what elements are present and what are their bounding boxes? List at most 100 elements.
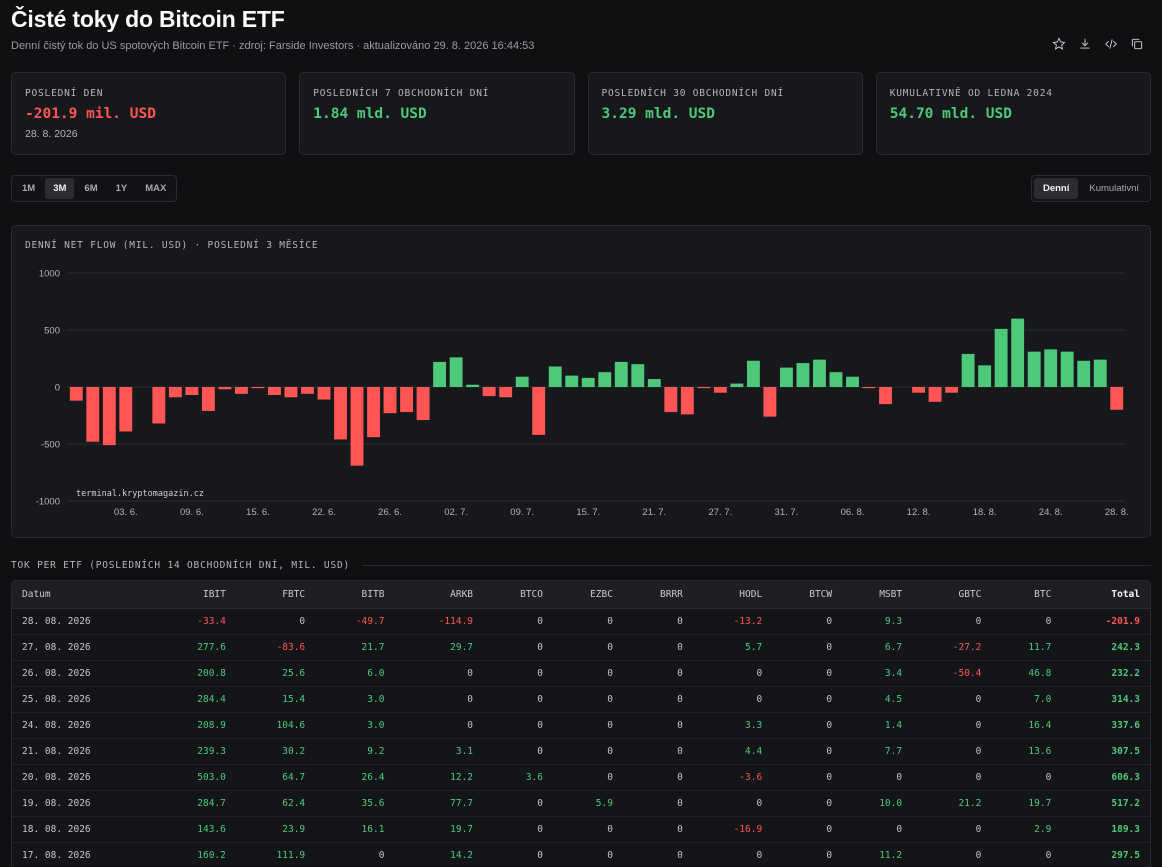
star-icon[interactable] <box>1051 36 1067 52</box>
code-icon[interactable] <box>1103 36 1119 52</box>
cell-gbtc: 0 <box>912 764 992 791</box>
cell-gbtc: 0 <box>912 842 992 867</box>
cell-btcw: 0 <box>772 686 843 713</box>
bar <box>581 377 595 387</box>
cell-arkb: 0 <box>394 660 484 687</box>
cell-bitb: 35.6 <box>315 790 395 817</box>
x-tick-label: 31. 7. <box>775 507 799 518</box>
cell-gbtc: -27.2 <box>912 634 992 661</box>
cell-ezbc: 0 <box>552 712 623 739</box>
bar <box>251 387 265 389</box>
cell-date: 17. 08. 2026 <box>12 842 157 867</box>
bar <box>631 364 645 387</box>
page-subtitle: Denní čistý tok do US spotových Bitcoin … <box>11 40 535 52</box>
cell-btco: 0 <box>483 816 553 843</box>
cell-btco: 3.6 <box>483 764 553 791</box>
cell-total: 517.2 <box>1061 790 1150 817</box>
column-header-brrr[interactable]: BRRR <box>622 581 693 609</box>
net-flow-chart: 1000 500 0 -500 -1000 03. 6. 09. 6. 15. 6. 22. 6… <box>36 269 1129 519</box>
cell-brrr: 0 <box>622 816 693 843</box>
bar <box>532 387 546 435</box>
bar <box>779 367 793 387</box>
bar <box>697 387 711 389</box>
x-tick-label: 15. 7. <box>576 507 600 518</box>
cell-msbt: 10.0 <box>842 790 913 817</box>
column-header-ibit[interactable]: IBIT <box>156 581 236 609</box>
bar <box>763 387 777 417</box>
bar <box>1077 360 1091 387</box>
column-header-total[interactable]: Total <box>1061 581 1150 609</box>
bar <box>713 387 727 393</box>
bar <box>796 363 810 387</box>
x-tick-label: 06. 8. <box>841 507 865 518</box>
column-header-bitb[interactable]: BITB <box>315 581 395 609</box>
stat-label: POSLEDNÍCH 7 OBCHODNÍCH DNÍ <box>313 88 490 99</box>
column-header-btc[interactable]: BTC <box>991 581 1062 609</box>
column-header-datum[interactable]: Datum <box>12 581 157 609</box>
bar <box>1027 351 1041 387</box>
range-button-1m[interactable]: 1M <box>22 183 36 194</box>
bar <box>1093 359 1107 387</box>
bar <box>218 387 232 390</box>
table-title-text: TOK PER ETF (POSLEDNÍCH 14 OBCHODNÍCH DN… <box>11 560 351 571</box>
cell-total: 337.6 <box>1061 712 1150 739</box>
range-selector: 1M 3M 6M 1Y MAX <box>11 175 178 202</box>
cell-hodl: -13.2 <box>692 608 773 635</box>
copy-icon[interactable] <box>1129 36 1145 52</box>
bar <box>350 387 364 466</box>
range-button-6m[interactable]: 6M <box>84 183 98 194</box>
bar <box>548 366 562 387</box>
table-header-row: Datum IBIT FBTC BITB ARKB BTCO EZBC BRRR HODL BTC… <box>12 581 1150 609</box>
column-header-ezbc[interactable]: EZBC <box>552 581 623 609</box>
column-header-fbtc[interactable]: FBTC <box>235 581 316 609</box>
range-button-3m[interactable]: 3M <box>45 178 75 199</box>
bar <box>515 376 529 387</box>
x-tick-label: 26. 6. <box>378 507 402 518</box>
column-header-btcw[interactable]: BTCW <box>772 581 843 609</box>
bar <box>416 387 430 421</box>
chart-card: 1000 500 0 -500 -1000 03. 6. 09. 6. 15. 6. 22. 6… <box>11 225 1151 538</box>
stat-card-cumulative: KUMULATIVNĚ OD LEDNA 2024 54.70 mld. USD <box>875 72 1151 155</box>
column-header-btco[interactable]: BTCO <box>483 581 553 609</box>
cell-gbtc: 21.2 <box>912 790 992 817</box>
cell-date: 19. 08. 2026 <box>12 790 157 817</box>
cell-ibit: 200.8 <box>156 660 236 687</box>
cell-btc: 0 <box>991 842 1062 867</box>
cell-brrr: 0 <box>622 686 693 713</box>
cell-hodl: 0 <box>692 842 773 867</box>
y-tick-label: 500 <box>44 326 60 337</box>
cell-fbtc: 15.4 <box>235 686 316 713</box>
bar <box>152 387 166 424</box>
column-header-msbt[interactable]: MSBT <box>842 581 913 609</box>
cell-btcw: 0 <box>772 764 843 791</box>
cell-ezbc: 0 <box>552 660 623 687</box>
cell-arkb: 29.7 <box>394 634 484 661</box>
cell-ibit: 160.2 <box>156 842 236 867</box>
cell-arkb: 19.7 <box>394 816 484 843</box>
stat-card-last-day: POSLEDNÍ DEN -201.9 mil. USD 28. 8. 2026 <box>11 72 287 155</box>
column-header-gbtc[interactable]: GBTC <box>912 581 992 609</box>
cell-fbtc: 23.9 <box>235 816 316 843</box>
page-title: Čisté toky do Bitcoin ETF <box>11 6 285 32</box>
cell-total: 189.3 <box>1061 816 1150 843</box>
download-icon[interactable] <box>1077 36 1093 52</box>
bar <box>317 387 331 400</box>
cell-brrr: 0 <box>622 634 693 661</box>
column-header-arkb[interactable]: ARKB <box>394 581 484 609</box>
x-tick-label: 24. 8. <box>1039 507 1063 518</box>
cell-ibit: 284.7 <box>156 790 236 817</box>
bar <box>1060 351 1074 387</box>
range-button-1y[interactable]: 1Y <box>115 183 128 194</box>
range-button-max[interactable]: MAX <box>145 183 167 194</box>
bar <box>680 387 694 415</box>
cell-ezbc: 0 <box>552 686 623 713</box>
cell-ibit: 239.3 <box>156 738 236 765</box>
bar <box>400 387 414 413</box>
table-title: TOK PER ETF (POSLEDNÍCH 14 OBCHODNÍCH DN… <box>11 560 1151 571</box>
column-header-hodl[interactable]: HODL <box>692 581 773 609</box>
mode-button-daily[interactable]: Denní <box>1033 178 1079 199</box>
y-tick-label: -1000 <box>36 497 60 508</box>
cell-btcw: 0 <box>772 816 843 843</box>
cell-btc: 13.6 <box>991 738 1062 765</box>
mode-button-cumulative[interactable]: Kumulativní <box>1089 183 1139 194</box>
